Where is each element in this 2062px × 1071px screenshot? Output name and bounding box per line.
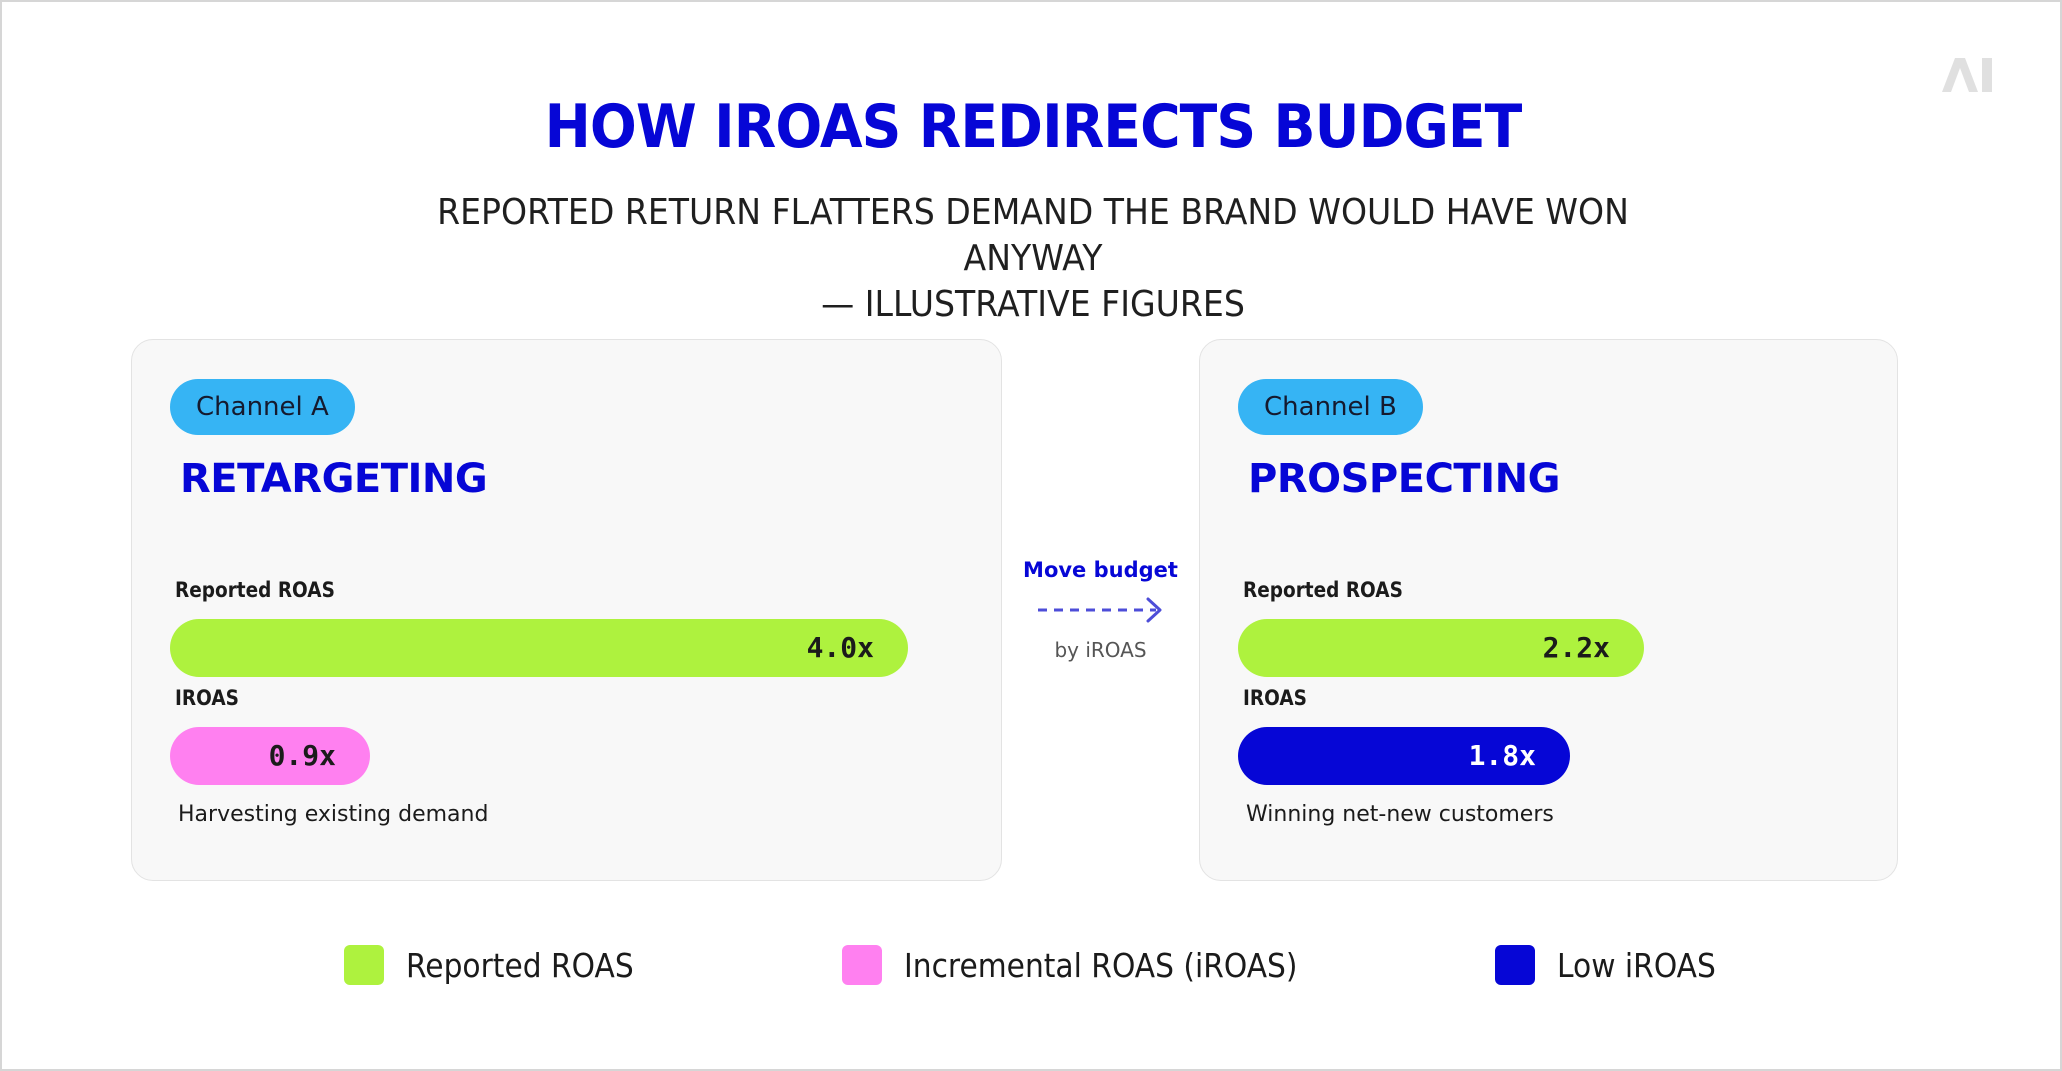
channel-a-iroas-label: IROAS [175,686,239,710]
channel-a-reported-value: 4.0x [806,631,874,664]
legend-swatch-low-iroas [1495,945,1535,985]
legend-label-low-iroas: Low iROAS [1557,946,1716,985]
channel-a-caption: Harvesting existing demand [178,802,489,827]
brand-logo-icon [1942,58,1992,92]
subtitle-line-1: REPORTED RETURN FLATTERS DEMAND THE BRAN… [437,192,1629,279]
by-iroas-label: by iROAS [1054,638,1147,662]
channel-b-reported-label: Reported ROAS [1243,578,1403,602]
chart-subtitle: REPORTED RETURN FLATTERS DEMAND THE BRAN… [388,190,1678,328]
channel-b-pill: Channel B [1238,379,1423,435]
channel-b-caption: Winning net-new customers [1246,802,1554,827]
channel-b-title: PROSPECTING [1248,456,1560,502]
move-budget-label: Move budget [1023,558,1178,582]
channel-b-panel: Channel B PROSPECTING Reported ROAS 2.2x… [1199,339,1898,881]
channel-b-iroas-bar: 1.8x [1238,727,1570,785]
chart-title: HOW IROAS REDIRECTS BUDGET [544,92,1523,162]
channel-b-reported-value: 2.2x [1542,631,1610,664]
legend-label-iroas: Incremental ROAS (iROAS) [904,946,1298,985]
channel-a-panel: Channel A RETARGETING Reported ROAS 4.0x… [131,339,1002,881]
subtitle-line-2: — ILLUSTRATIVE FIGURES [821,284,1245,325]
channel-b-reported-bar: 2.2x [1238,619,1644,677]
legend-label-reported: Reported ROAS [406,946,634,985]
channel-a-iroas-bar: 0.9x [170,727,370,785]
channel-a-reported-bar: 4.0x [170,619,908,677]
dashed-arrow-icon [1038,597,1162,623]
channel-a-iroas-value: 0.9x [268,739,336,772]
channel-b-iroas-label: IROAS [1243,686,1307,710]
legend-swatch-iroas [842,945,882,985]
channel-a-title: RETARGETING [180,456,488,502]
channel-a-reported-label: Reported ROAS [175,578,335,602]
legend-swatch-reported [344,945,384,985]
channel-b-iroas-value: 1.8x [1468,739,1536,772]
channel-a-pill: Channel A [170,379,355,435]
